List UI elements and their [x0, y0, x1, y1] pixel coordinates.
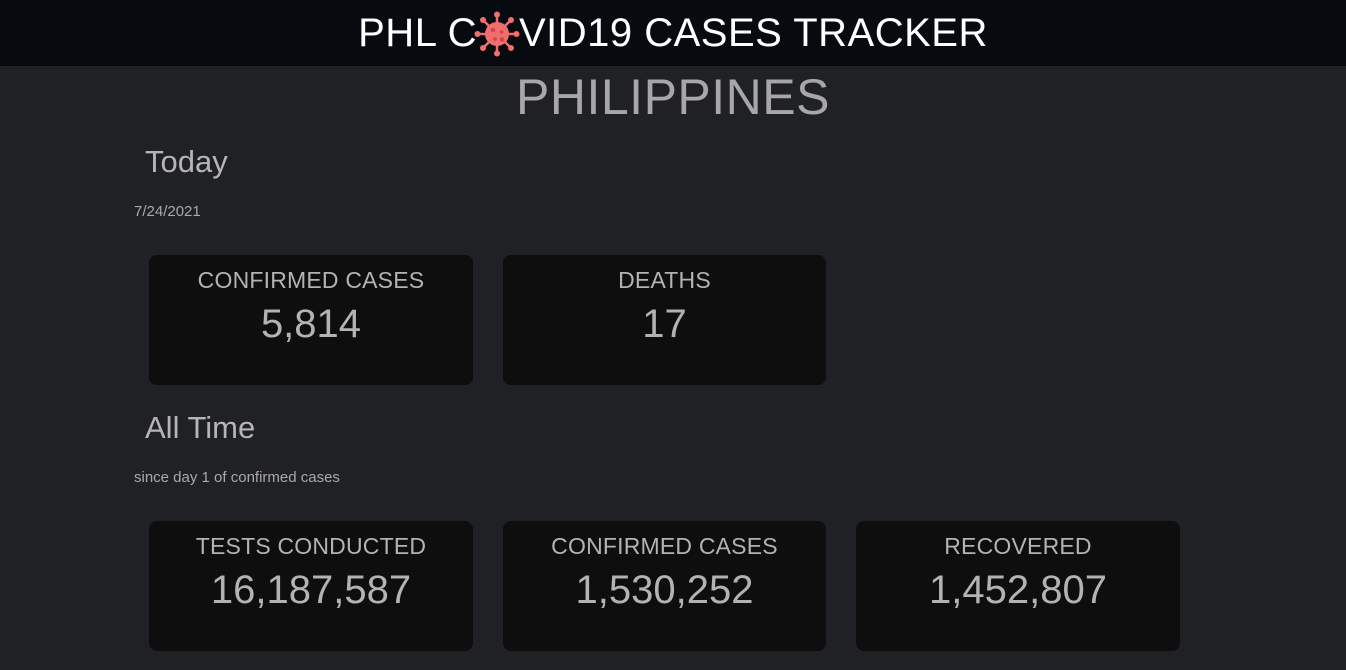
app-title-part-2: VID19 CASES TRACKER — [518, 10, 988, 55]
virus-icon — [473, 10, 521, 58]
card-value: 1,452,807 — [929, 568, 1107, 612]
recovered-card: RECOVERED 1,452,807 — [856, 521, 1180, 651]
country-title: PHILIPPINES — [516, 69, 830, 125]
tests-conducted-card: TESTS CONDUCTED 16,187,587 — [149, 521, 473, 651]
app-header: PHL C — [0, 0, 1346, 66]
card-value: 1,530,252 — [575, 568, 754, 612]
all-time-section-title: All Time — [145, 410, 256, 445]
card-label: CONFIRMED CASES — [197, 267, 425, 293]
today-section-title: Today — [145, 144, 228, 179]
card-label: RECOVERED — [944, 533, 1092, 559]
today-confirmed-card: CONFIRMED CASES 5,814 — [149, 255, 473, 385]
card-label: DEATHS — [618, 267, 711, 293]
card-value: 16,187,587 — [210, 568, 412, 612]
all-time-confirmed-card: CONFIRMED CASES 1,530,252 — [503, 521, 826, 651]
card-value: 17 — [642, 302, 687, 346]
today-deaths-card: DEATHS 17 — [503, 255, 826, 385]
card-label: TESTS CONDUCTED — [195, 533, 427, 559]
app-title: PHL C — [358, 9, 988, 57]
card-label: CONFIRMED CASES — [551, 533, 778, 559]
all-time-subtitle: since day 1 of confirmed cases — [134, 469, 340, 486]
app-title-part-1: PHL C — [358, 10, 477, 55]
today-date: 7/24/2021 — [134, 203, 201, 220]
card-value: 5,814 — [260, 302, 362, 346]
